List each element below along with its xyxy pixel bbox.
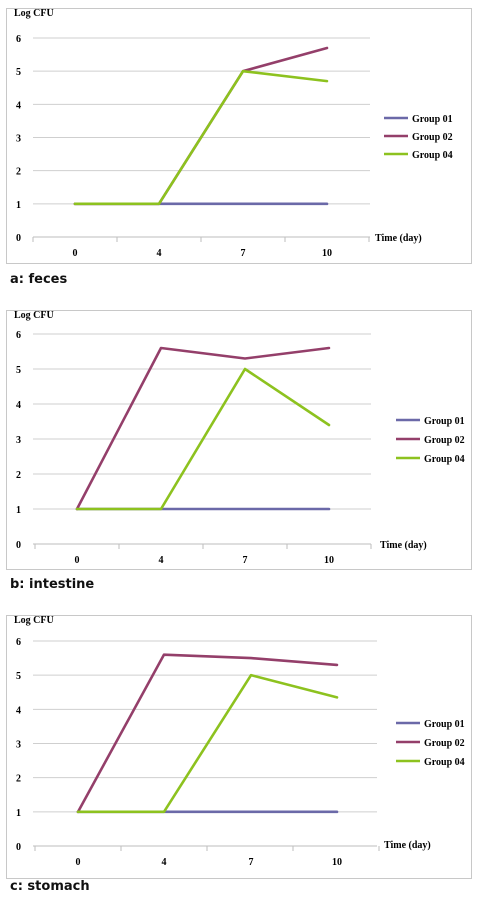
x-tick-label: 4 (157, 248, 162, 259)
x-tick-label: 0 (76, 857, 81, 868)
y-tick-label: 1 (16, 808, 21, 819)
chart-feces: 0 1 2 3 4 5 6 0 4 7 10 Log CFU Time (day) Group 01 Gro… (14, 8, 453, 259)
chart-frame (6, 615, 472, 879)
y-tick-label: 2 (16, 470, 21, 481)
legend-label: Group 04 (412, 150, 453, 161)
y-axis-label: Log CFU (14, 8, 54, 19)
y-tick-label: 4 (16, 100, 21, 111)
y-tick-label: 6 (16, 330, 21, 341)
chart-panel-stomach: 0 1 2 3 4 5 6 0 4 7 10 Log CFU Time (day) Group 01 Gro… (0, 605, 492, 915)
legend-label: Group 01 (424, 719, 465, 730)
chart-panel-feces: 0 1 2 3 4 5 6 0 4 7 10 Log CFU Time (day) Group 01 Gro… (0, 0, 492, 300)
x-tick-label: 7 (249, 857, 254, 868)
y-tick-label: 2 (16, 167, 21, 178)
x-tick-label: 0 (75, 555, 80, 566)
y-tick-label: 2 (16, 774, 21, 785)
y-tick-label: 3 (16, 435, 21, 446)
y-tick-label: 3 (16, 134, 21, 145)
y-axis-label: Log CFU (14, 615, 54, 626)
series-line-2 (76, 653, 339, 814)
chart-intestine: 0 1 2 3 4 5 6 0 4 7 10 Log CFU Time (day) Group 01 Gro… (14, 310, 465, 566)
series-line-3 (75, 367, 331, 511)
chart-caption: b: intestine (10, 577, 95, 592)
x-tick-label: 10 (322, 248, 332, 259)
y-axis-label: Log CFU (14, 310, 54, 321)
y-tick-label: 5 (16, 365, 21, 376)
x-axis-label: Time (day) (384, 840, 431, 851)
legend-label: Group 01 (424, 416, 465, 427)
y-tick-label: 3 (16, 740, 21, 751)
chart-stomach: 0 1 2 3 4 5 6 0 4 7 10 Log CFU Time (day) Group 01 Gro… (14, 615, 465, 868)
y-tick-label: 4 (16, 705, 21, 716)
legend-label: Group 01 (412, 114, 453, 125)
series-line-2 (75, 346, 331, 511)
y-tick-label: 6 (16, 34, 21, 45)
x-tick-label: 4 (159, 555, 164, 566)
legend-label: Group 02 (424, 738, 465, 749)
chart-frame (6, 310, 472, 570)
y-tick-label: 0 (16, 842, 21, 853)
y-tick-label: 1 (16, 505, 21, 516)
x-axis-label: Time (day) (375, 233, 422, 244)
y-tick-label: 4 (16, 400, 21, 411)
series-line-3 (76, 673, 339, 814)
y-tick-label: 5 (16, 671, 21, 682)
x-axis-label: Time (day) (380, 540, 427, 551)
x-tick-label: 0 (73, 248, 78, 259)
legend-label: Group 02 (424, 435, 465, 446)
y-tick-label: 6 (16, 637, 21, 648)
series-line-3 (73, 69, 329, 206)
y-tick-label: 5 (16, 67, 21, 78)
x-tick-label: 10 (324, 555, 334, 566)
y-tick-label: 0 (16, 540, 21, 551)
x-tick-label: 7 (243, 555, 248, 566)
x-tick-label: 7 (241, 248, 246, 259)
legend-label: Group 04 (424, 454, 465, 465)
x-tick-label: 10 (332, 857, 342, 868)
legend-label: Group 04 (424, 757, 465, 768)
chart-caption: a: feces (10, 272, 68, 287)
legend-label: Group 02 (412, 132, 453, 143)
chart-panel-intestine: 0 1 2 3 4 5 6 0 4 7 10 Log CFU Time (day) Group 01 Gro… (0, 300, 492, 605)
y-tick-label: 0 (16, 233, 21, 244)
chart-caption: c: stomach (10, 879, 90, 894)
y-tick-label: 1 (16, 200, 21, 211)
x-tick-label: 4 (162, 857, 167, 868)
